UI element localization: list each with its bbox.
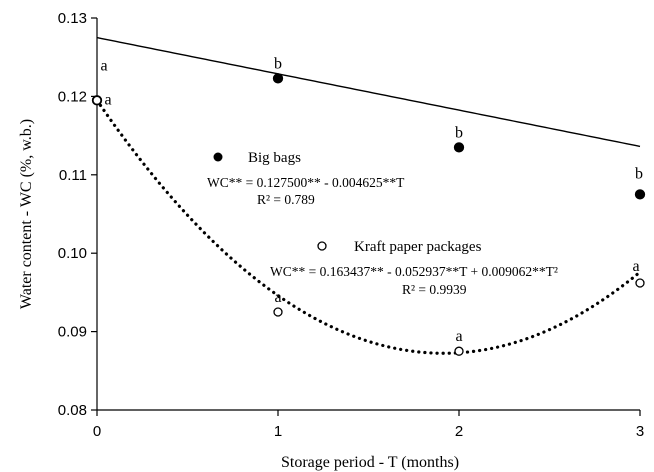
letter-kraft-paper: a xyxy=(632,258,639,275)
letter-big-bags: b xyxy=(274,55,282,72)
y-tick-label: 0.09 xyxy=(58,324,87,341)
y-tick-label: 0.11 xyxy=(59,167,87,184)
axes: 0.08 0.09 0.10 0.11 0.12 0.13 0 1 2 3 xyxy=(58,10,644,440)
trend-line-kraft-paper xyxy=(95,98,642,355)
letter-big-bags: b xyxy=(455,124,463,141)
letter-big-bags: b xyxy=(635,165,643,182)
x-tick-label: 2 xyxy=(455,423,463,440)
legend-kraft-paper: Kraft paper packages WC** = 0.163437** -… xyxy=(270,239,558,297)
legend-big-bags: Big bags WC** = 0.127500** - 0.004625**T… xyxy=(207,150,405,207)
r2-big-bags: R² = 0.789 xyxy=(257,192,315,207)
x-axis-title: Storage period - T (months) xyxy=(281,454,459,471)
point-kraft-paper xyxy=(92,95,102,105)
point-kraft-paper xyxy=(273,307,283,317)
letter-kraft-paper: a xyxy=(104,91,111,108)
equation-big-bags: WC** = 0.127500** - 0.004625**T xyxy=(207,175,405,190)
point-kraft-paper xyxy=(635,278,645,288)
point-big-bags xyxy=(634,189,646,200)
legend-label-big-bags: Big bags xyxy=(248,150,301,166)
letter-big-bags: a xyxy=(100,57,107,74)
point-big-bags xyxy=(272,73,284,84)
legend-label-kraft-paper: Kraft paper packages xyxy=(354,239,482,255)
y-tick-label: 0.13 xyxy=(58,10,87,27)
letter-kraft-paper: a xyxy=(455,328,462,345)
trend-lines xyxy=(95,36,642,355)
x-tick-label: 0 xyxy=(93,423,101,440)
legend-marker-kraft-paper xyxy=(317,241,327,251)
data-points xyxy=(91,73,646,356)
r2-kraft-paper: R² = 0.9939 xyxy=(402,282,467,297)
point-kraft-paper xyxy=(454,346,464,356)
y-tick-label: 0.12 xyxy=(58,88,87,105)
legend-marker-big-bags xyxy=(213,152,223,162)
letter-kraft-paper: a xyxy=(274,289,281,306)
x-tick-label: 3 xyxy=(636,423,644,440)
trend-line-big-bags xyxy=(96,36,641,148)
equation-kraft-paper: WC** = 0.163437** - 0.052937**T + 0.0090… xyxy=(270,264,558,279)
point-big-bags xyxy=(453,142,465,153)
y-tick-label: 0.08 xyxy=(58,402,87,419)
y-axis-title: Water content - WC (%, w.b.) xyxy=(18,119,35,309)
y-tick-label: 0.10 xyxy=(58,245,87,262)
x-tick-label: 1 xyxy=(274,423,282,440)
